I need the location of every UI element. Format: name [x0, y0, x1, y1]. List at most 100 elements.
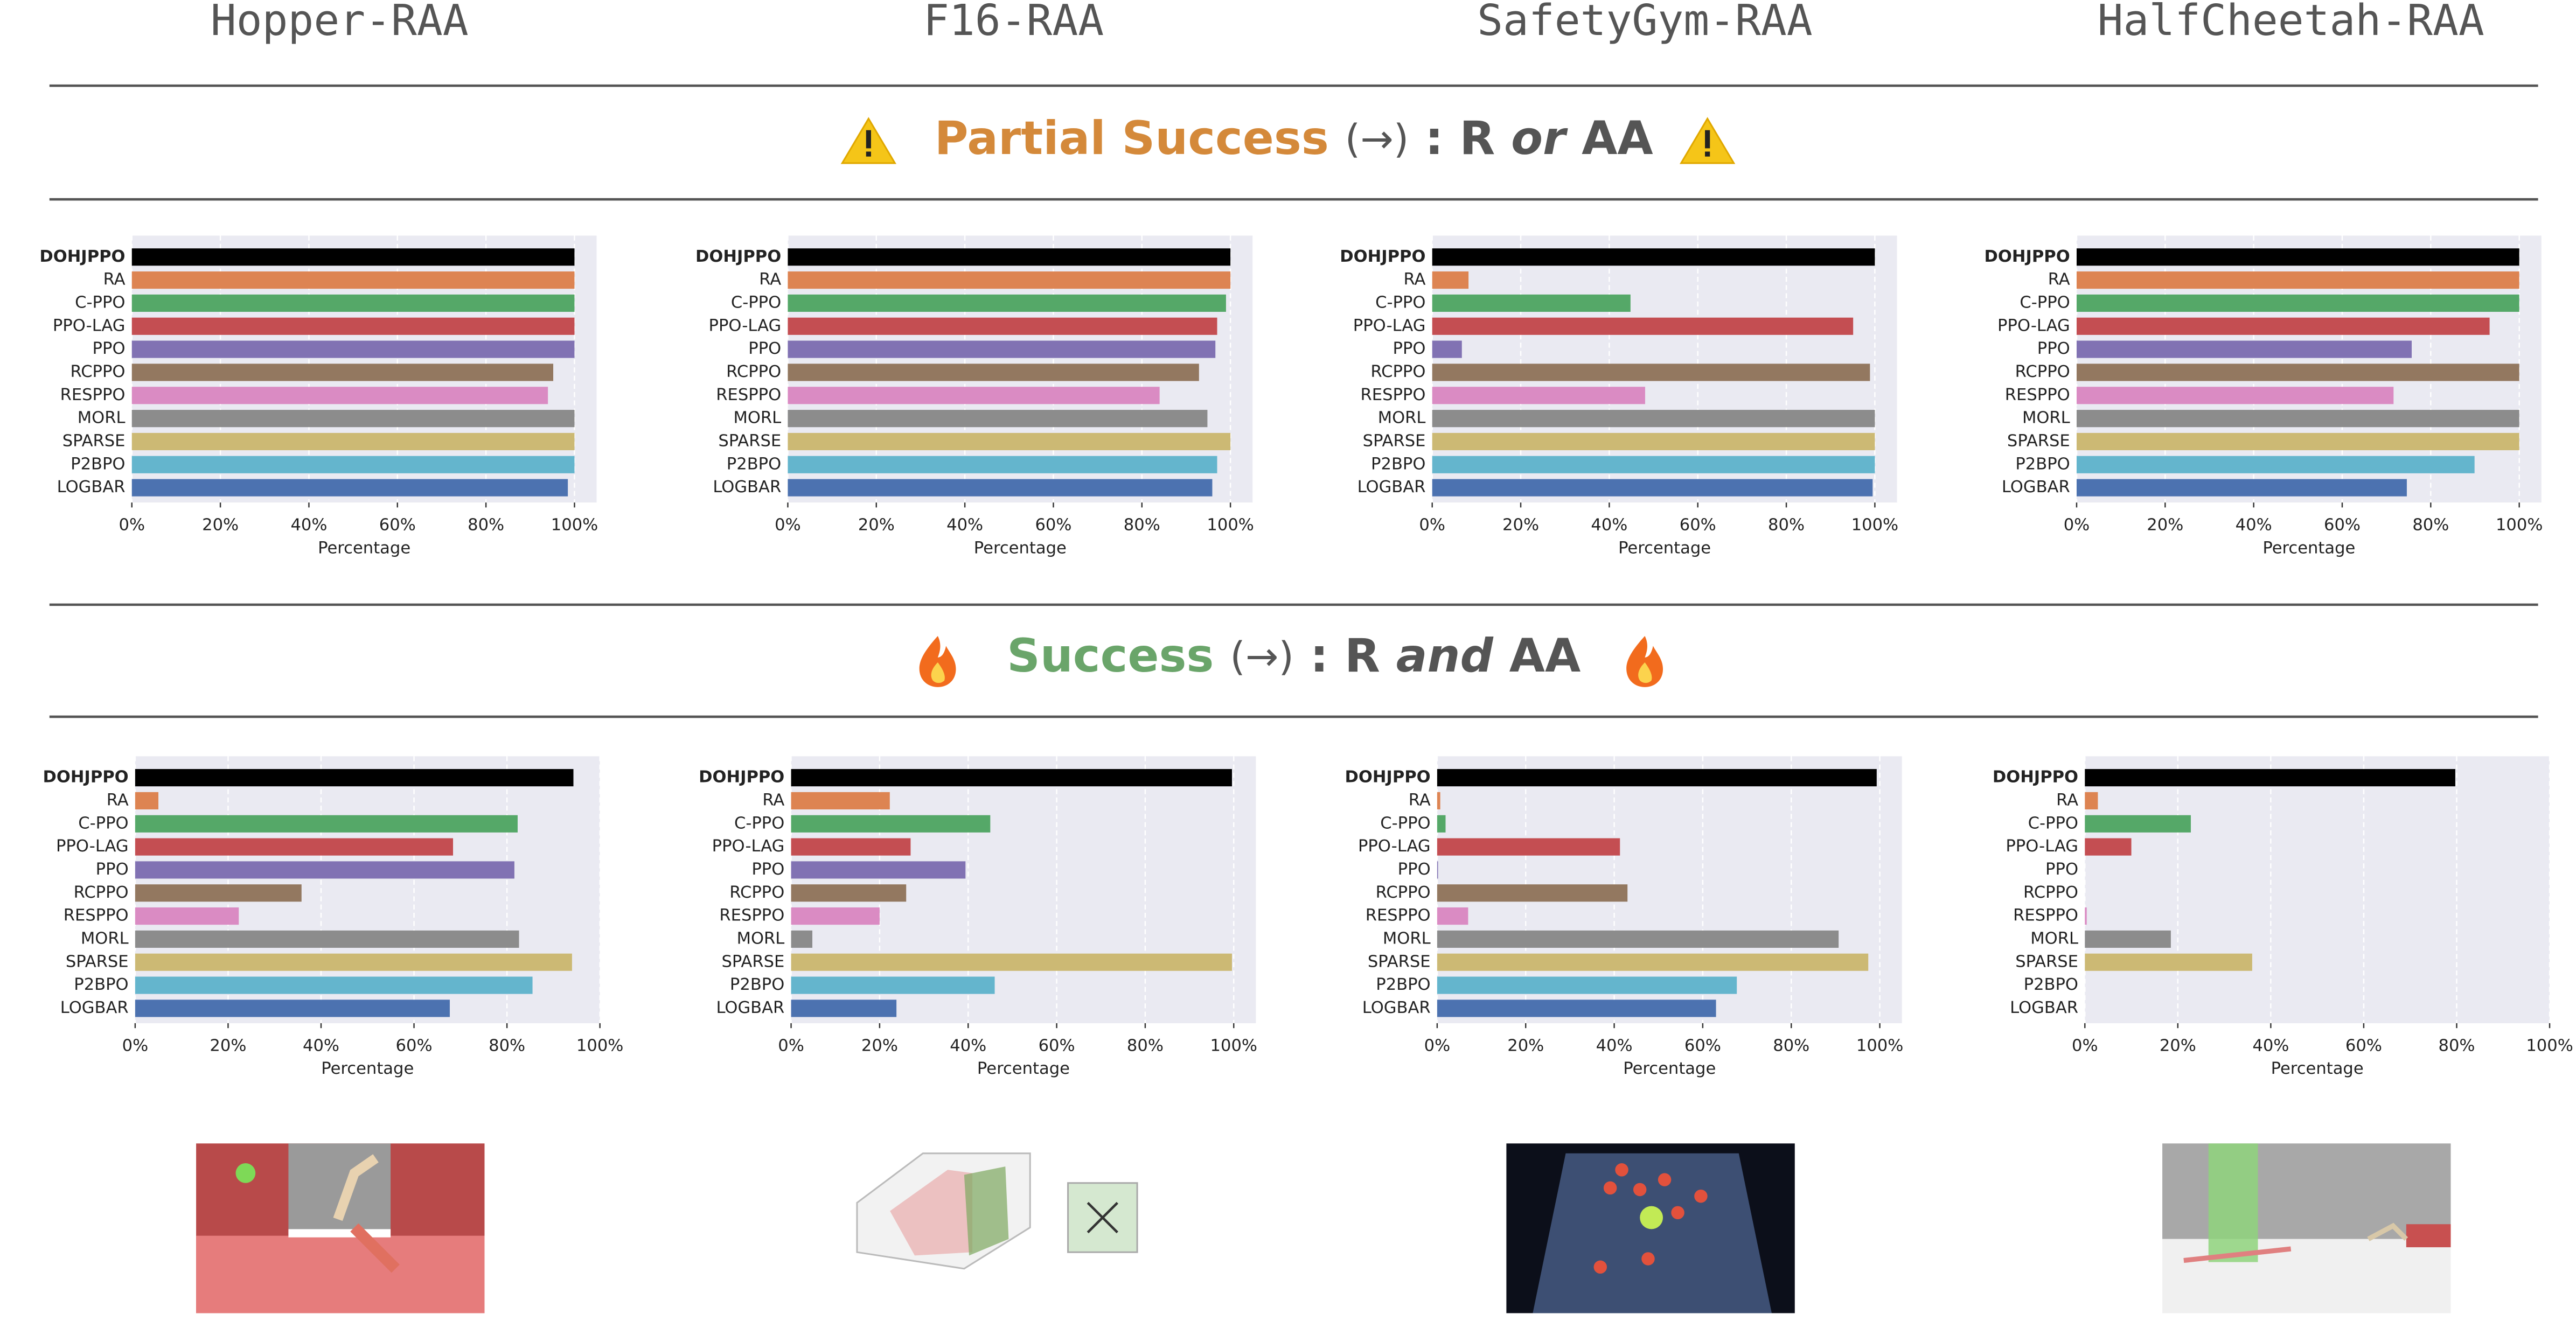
- section-right: AA: [1582, 112, 1653, 166]
- bar: [788, 294, 1226, 312]
- bar: [788, 248, 1231, 266]
- bar: [2076, 294, 2519, 312]
- x-tick-label: 80%: [489, 1036, 525, 1055]
- x-tick-label: 80%: [1127, 1036, 1164, 1055]
- y-tick-label: RCPPO: [2015, 362, 2070, 381]
- x-tick-label: 100%: [2526, 1036, 2573, 1055]
- y-tick-label: C-PPO: [2028, 814, 2078, 833]
- y-tick-label: RA: [2048, 270, 2070, 289]
- section-right: AA: [1509, 629, 1581, 683]
- y-tick-label: PPO: [1393, 339, 1426, 358]
- bar: [131, 248, 575, 266]
- x-tick-label: 80%: [1773, 1036, 1809, 1055]
- bar: [135, 930, 519, 948]
- bar: [788, 410, 1208, 428]
- bar: [135, 861, 514, 879]
- bar: [135, 1000, 450, 1017]
- y-tick-label: RCPPO: [729, 883, 784, 902]
- section-heading: Success (→) : R and AA: [1007, 629, 1581, 683]
- y-tick-label: PPO: [93, 339, 126, 358]
- bar: [131, 294, 575, 312]
- bar: [131, 479, 568, 497]
- y-tick-label: RESPPO: [60, 386, 126, 404]
- x-tick-label: 100%: [1856, 1036, 1903, 1055]
- y-tick-label: MORL: [81, 929, 129, 948]
- y-tick-label: DOHJPPO: [1340, 247, 1425, 266]
- y-tick-label: RCPPO: [1376, 883, 1431, 902]
- x-tick-label: 100%: [2496, 516, 2543, 535]
- x-tick-label: 0%: [2064, 516, 2090, 535]
- bar: [1432, 271, 1469, 289]
- y-tick-label: RCPPO: [1370, 362, 1425, 381]
- y-tick-label: PPO-LAG: [712, 837, 785, 856]
- y-tick-label: RCPPO: [726, 362, 781, 381]
- x-tick-label: 40%: [1591, 516, 1627, 535]
- bar: [1437, 861, 1438, 879]
- y-tick-label: SPARSE: [2007, 431, 2070, 450]
- y-tick-label: LOGBAR: [1362, 998, 1431, 1017]
- y-tick-label: LOGBAR: [57, 478, 126, 497]
- x-tick-label: 80%: [1124, 516, 1160, 535]
- x-tick-label: 60%: [1684, 1036, 1721, 1055]
- bar-chart: 0% 20% 40% 60% 80% 100% Percentage DOHJPPO RA C-P…: [1985, 235, 2543, 557]
- bar: [2076, 456, 2475, 473]
- bar-chart: 0% 20% 40% 60% 80% 100% Percentage DOHJPPO RA C-P…: [1345, 756, 1903, 1078]
- bar: [791, 838, 911, 856]
- y-tick-label: SPARSE: [66, 952, 129, 971]
- bar: [791, 884, 907, 902]
- y-tick-label: RCPPO: [74, 883, 129, 902]
- y-tick-label: LOGBAR: [716, 998, 784, 1017]
- bar: [131, 317, 575, 335]
- y-tick-label: PPO: [748, 339, 781, 358]
- y-tick-label: RA: [2056, 791, 2078, 809]
- bar: [1437, 953, 1869, 971]
- bar: [1437, 792, 1440, 810]
- y-tick-label: PPO-LAG: [1353, 316, 1426, 335]
- x-tick-label: 80%: [2412, 516, 2449, 535]
- y-tick-label: LOGBAR: [713, 478, 781, 497]
- y-tick-label: RESPPO: [1361, 386, 1426, 404]
- bar: [1432, 317, 1854, 335]
- section-label: Success: [1007, 629, 1214, 683]
- bar: [2076, 479, 2407, 497]
- y-tick-label: MORL: [733, 409, 781, 428]
- bar: [1432, 387, 1645, 404]
- x-tick-label: 0%: [122, 1036, 149, 1055]
- y-tick-label: P2BPO: [727, 455, 781, 473]
- bar: [131, 410, 575, 428]
- x-tick-label: 60%: [396, 1036, 433, 1055]
- y-tick-label: RA: [1409, 791, 1431, 809]
- y-tick-label: SPARSE: [722, 952, 785, 971]
- bar: [791, 907, 880, 925]
- x-tick-label: 100%: [1851, 516, 1898, 535]
- f16-render: [856, 1152, 1138, 1270]
- x-tick-label: 0%: [1419, 516, 1445, 535]
- y-tick-label: PPO-LAG: [56, 837, 129, 856]
- x-tick-label: 20%: [861, 1036, 898, 1055]
- bar-chart: 0% 20% 40% 60% 80% 100% Percentage DOHJPPO RA C-P…: [1993, 756, 2573, 1078]
- y-tick-label: P2BPO: [74, 975, 128, 994]
- x-axis-label: Percentage: [1623, 1059, 1716, 1078]
- y-tick-label: C-PPO: [1380, 814, 1430, 833]
- y-tick-label: MORL: [1383, 929, 1431, 948]
- y-tick-label: C-PPO: [2020, 293, 2070, 312]
- bar: [1432, 248, 1875, 266]
- bar: [135, 792, 159, 810]
- y-tick-label: PPO: [1398, 860, 1431, 879]
- bar: [2076, 340, 2412, 358]
- x-tick-label: 40%: [946, 516, 983, 535]
- section-left: : R: [1310, 629, 1380, 683]
- bar-chart: 0% 20% 40% 60% 80% 100% Percentage DOHJPPO RA C-P…: [695, 235, 1254, 557]
- y-tick-label: RA: [107, 791, 129, 809]
- x-tick-label: 20%: [2147, 516, 2183, 535]
- y-tick-label: P2BPO: [1371, 455, 1425, 473]
- x-tick-label: 40%: [1596, 1036, 1633, 1055]
- bar: [135, 907, 239, 925]
- y-tick-label: SPARSE: [2015, 952, 2078, 971]
- y-tick-label: PPO: [751, 860, 784, 879]
- bar: [788, 271, 1231, 289]
- x-tick-label: 60%: [1680, 516, 1716, 535]
- y-tick-label: RCPPO: [2023, 883, 2078, 902]
- y-tick-label: PPO-LAG: [1358, 837, 1431, 856]
- bar: [788, 456, 1217, 473]
